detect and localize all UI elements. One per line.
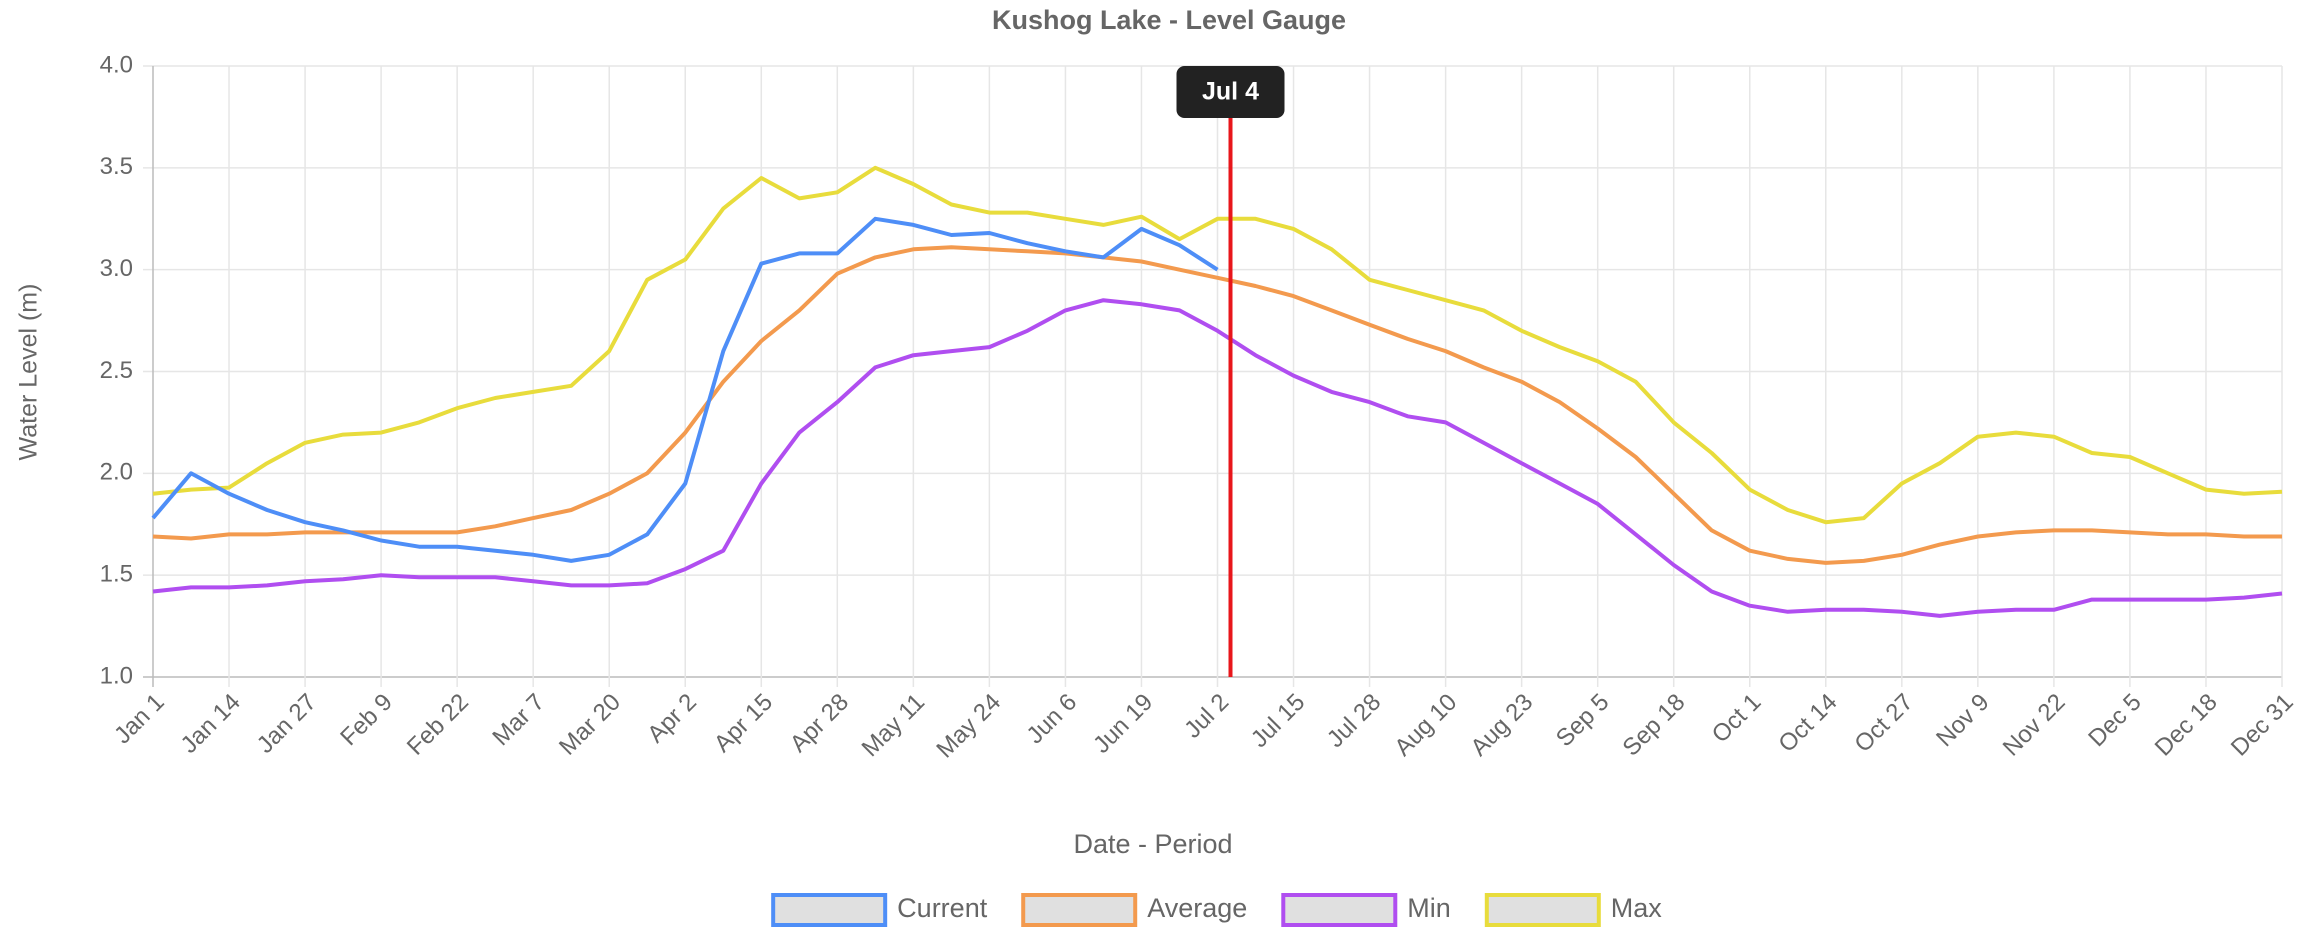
- legend: Current Average Min Max: [771, 893, 1663, 927]
- x-tick-label: Jun 19: [1088, 689, 1158, 759]
- x-tick-label: Jul 28: [1322, 689, 1386, 753]
- x-tick-label: Nov 22: [1998, 689, 2071, 762]
- y-tick-label: 3.5: [100, 153, 133, 180]
- x-tick-label: Dec 31: [2226, 689, 2299, 762]
- series-line: [152, 245, 2282, 565]
- x-tick-label: Aug 23: [1465, 689, 1538, 762]
- legend-swatch: [771, 893, 888, 927]
- legend-label: Current: [897, 893, 988, 923]
- y-tick-label: 3.0: [100, 255, 133, 282]
- chart-title: Kushog Lake - Level Gauge: [992, 5, 1346, 35]
- y-tick-label: 4.0: [100, 51, 133, 78]
- x-tick-label: Jan 14: [176, 689, 246, 759]
- x-tick-label: Oct 1: [1707, 689, 1767, 749]
- x-tick-label: Oct 27: [1849, 689, 1918, 758]
- x-tick-label: May 11: [857, 689, 930, 762]
- y-tick-label: 1.0: [100, 662, 133, 689]
- x-tick-label: Jan 27: [252, 689, 322, 759]
- y-tick-label: 2.0: [100, 459, 133, 486]
- x-tick-label: Dec 5: [2083, 689, 2146, 752]
- series-line: [152, 165, 2283, 525]
- marker-label: Jul 4: [1202, 78, 1259, 106]
- x-tick-label: Jan 1: [109, 689, 170, 750]
- legend-swatch: [1484, 893, 1601, 927]
- legend-label: Min: [1407, 893, 1451, 923]
- x-tick-label: Mar 7: [487, 689, 549, 751]
- x-tick-label: Nov 9: [1931, 689, 1994, 752]
- x-tick-label: May 24: [931, 689, 1006, 764]
- x-tick-label: Jun 6: [1022, 689, 1083, 750]
- x-tick-label: Oct 14: [1773, 689, 1842, 758]
- x-tick-label: Feb 22: [402, 689, 474, 761]
- x-tick-label: Sep 5: [1551, 689, 1614, 752]
- x-tick-label: Apr 28: [785, 689, 854, 758]
- legend-label: Max: [1611, 893, 1663, 923]
- x-tick-label: Sep 18: [1618, 689, 1691, 762]
- y-tick-label: 2.5: [100, 357, 133, 384]
- x-tick-label: Apr 2: [642, 689, 702, 749]
- x-tick-label: Dec 18: [2150, 689, 2223, 762]
- legend-label: Average: [1147, 893, 1247, 923]
- y-axis-title: Water Level (m): [15, 284, 43, 461]
- x-axis-title: Date - Period: [1073, 829, 1232, 859]
- x-tick-label: Mar 20: [554, 689, 626, 761]
- y-tick-label: 1.5: [100, 561, 133, 588]
- series-line: [151, 216, 1219, 563]
- x-tick-label: Aug 10: [1389, 689, 1462, 762]
- x-tick-label: Apr 15: [709, 689, 778, 758]
- x-tick-label: Jul 2: [1179, 689, 1234, 744]
- marker-tooltip: [1176, 66, 1285, 118]
- x-tick-label: Jul 15: [1246, 689, 1310, 753]
- x-tick-label: Feb 9: [335, 689, 397, 751]
- legend-swatch: [1021, 893, 1138, 927]
- series-line: [152, 298, 2283, 618]
- legend-swatch: [1281, 893, 1398, 927]
